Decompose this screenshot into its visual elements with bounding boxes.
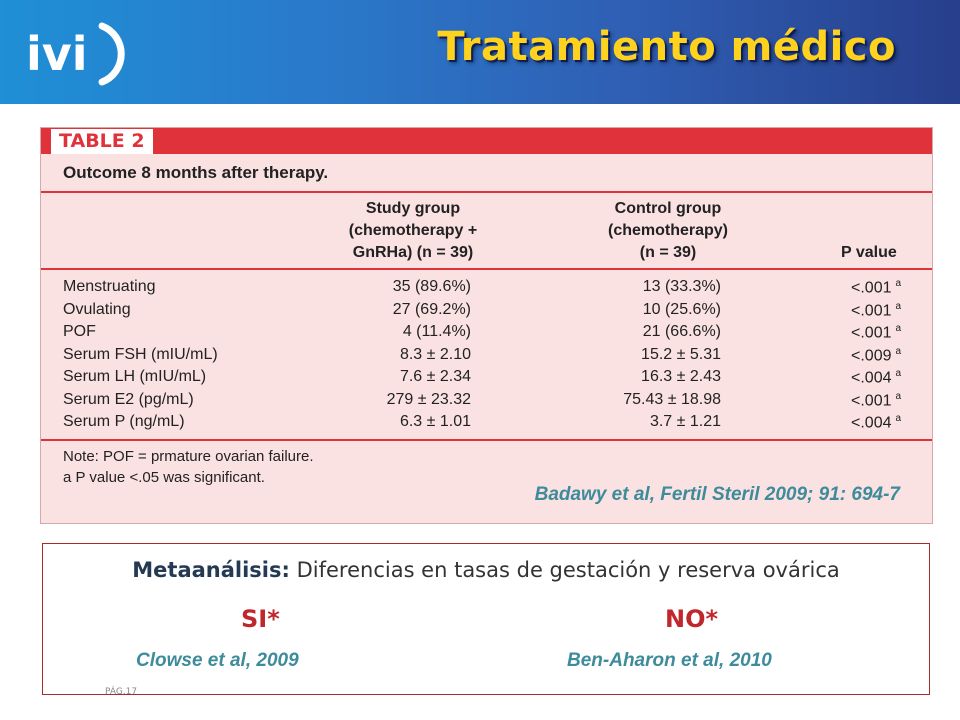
p-value-text: <.001 (851, 391, 892, 409)
metaanalysis-line: Metaanálisis: Diferencias en tasas de ge… (43, 558, 929, 582)
column-header-line: Control group (614, 200, 722, 217)
table-row: Menstruating 35 (89.6%) 13 (33.3%) <.001… (41, 278, 932, 301)
column-header-study: Study group (chemotherapy + GnRHa) (n = … (333, 198, 493, 264)
table-citation: Badawy et al, Fertil Steril 2009; 91: 69… (534, 484, 900, 505)
table-rule (41, 439, 932, 441)
row-p-value: <.009 a (851, 346, 901, 365)
metaanalysis-text: Diferencias en tasas de gestación y rese… (296, 558, 840, 582)
row-label: Serum FSH (mIU/mL) (63, 345, 218, 363)
metaanalysis-box: Metaanálisis: Diferencias en tasas de ge… (42, 543, 930, 695)
yes-label: SI* (241, 605, 280, 633)
note-line: Note: POF = prmature ovarian failure. (63, 448, 314, 465)
header-banner: ivi Tratamiento médico (0, 0, 960, 104)
ivi-logo-icon: ivi (26, 22, 125, 86)
table-notes: Note: POF = prmature ovarian failure. a … (63, 446, 314, 488)
row-p-value: <.001 a (851, 323, 901, 342)
row-p-value: <.004 a (851, 368, 901, 387)
footnote-mark: a (895, 345, 902, 357)
footnote-mark: a (895, 413, 902, 424)
p-value-text: <.001 (851, 301, 892, 319)
row-p-value: <.001 a (851, 301, 901, 320)
logo-arc (98, 22, 125, 86)
table-label: TABLE 2 (51, 129, 153, 154)
footnote-mark: a (895, 300, 902, 312)
table-row: Ovulating 27 (69.2%) 10 (25.6%) <.001 a (41, 301, 932, 324)
table-row: POF 4 (11.4%) 21 (66.6%) <.001 a (41, 323, 932, 346)
table-rule (41, 191, 932, 193)
row-control-value: 10 (25.6%) (642, 300, 721, 318)
p-value-text: <.001 (851, 279, 892, 297)
row-label: Ovulating (63, 300, 131, 318)
row-study-value: 27 (69.2%) (392, 300, 471, 318)
table-row: Serum LH (mIU/mL) 7.6 ± 2.34 16.3 ± 2.43… (41, 368, 932, 391)
ivi-logo: ivi (18, 12, 128, 92)
note-line: a P value <.05 was significant. (63, 469, 265, 486)
row-label: Menstruating (63, 278, 156, 295)
row-study-value: 279 ± 23.32 (386, 390, 471, 408)
row-label: Serum LH (mIU/mL) (63, 368, 207, 385)
footnote-mark: a (895, 323, 902, 334)
footnote-mark: a (895, 278, 902, 289)
table-image: TABLE 2 Outcome 8 months after therapy. … (40, 127, 933, 524)
column-header-line: Study group (365, 200, 461, 217)
metaanalysis-heading: Metaanálisis: (132, 558, 290, 582)
row-control-value: 21 (66.6%) (642, 323, 721, 340)
table-label-bar: TABLE 2 (41, 128, 932, 154)
table-row: Serum FSH (mIU/mL) 8.3 ± 2.10 15.2 ± 5.3… (41, 346, 932, 369)
row-label: Serum P (ng/mL) (63, 413, 185, 430)
row-study-value: 7.6 ± 2.34 (399, 368, 471, 385)
row-study-value: 4 (11.4%) (402, 323, 471, 340)
column-header-line: GnRHa) (n = 39) (352, 244, 474, 261)
row-label: Serum E2 (pg/mL) (63, 390, 194, 408)
row-control-value: 75.43 ± 18.98 (623, 390, 721, 408)
table-row: Serum E2 (pg/mL) 279 ± 23.32 75.43 ± 18.… (41, 391, 932, 414)
row-p-value: <.004 a (851, 413, 901, 432)
no-reference: Ben-Aharon et al, 2010 (567, 650, 772, 671)
row-label: POF (63, 323, 96, 340)
row-control-value: 16.3 ± 2.43 (641, 368, 721, 385)
column-header-line: P value (841, 244, 897, 261)
p-value-text: <.009 (851, 346, 892, 364)
logo-text: ivi (26, 27, 88, 81)
column-header-line: (chemotherapy + (348, 222, 478, 239)
slide-title: Tratamiento médico (437, 24, 896, 70)
page-number: PÁG.17 (105, 687, 138, 697)
row-control-value: 3.7 ± 1.21 (649, 413, 721, 430)
row-control-value: 15.2 ± 5.31 (641, 345, 721, 363)
row-study-value: 35 (89.6%) (392, 278, 471, 295)
p-value-text: <.004 (851, 369, 892, 387)
row-study-value: 8.3 ± 2.10 (399, 345, 471, 363)
footnote-mark: a (895, 390, 902, 402)
row-p-value: <.001 a (851, 391, 901, 410)
row-control-value: 13 (33.3%) (642, 278, 721, 295)
table-rule (41, 268, 932, 270)
p-value-text: <.001 (851, 324, 892, 342)
p-value-text: <.004 (851, 414, 892, 432)
column-header-p: P value (841, 242, 897, 264)
footnote-mark: a (895, 368, 902, 379)
no-label: NO* (665, 605, 719, 633)
row-study-value: 6.3 ± 1.01 (399, 413, 471, 430)
table-row: Serum P (ng/mL) 6.3 ± 1.01 3.7 ± 1.21 <.… (41, 413, 932, 436)
table-caption: Outcome 8 months after therapy. (63, 163, 329, 182)
column-header-line: (chemotherapy) (607, 222, 729, 239)
column-header-line: (n = 39) (639, 244, 697, 261)
row-p-value: <.001 a (851, 278, 901, 297)
column-header-control: Control group (chemotherapy) (n = 39) (593, 198, 743, 264)
yes-reference: Clowse et al, 2009 (136, 650, 299, 671)
